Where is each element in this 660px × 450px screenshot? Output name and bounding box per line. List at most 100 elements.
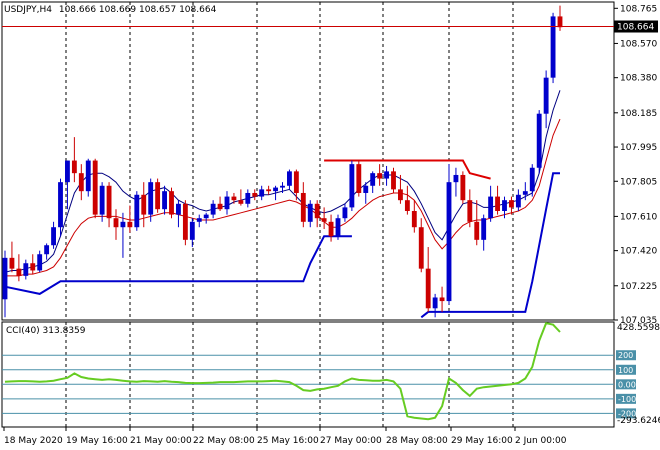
- candle-body: [252, 192, 258, 197]
- x-tick-label: 28 May 08:00: [386, 436, 448, 446]
- candle-body: [446, 182, 452, 302]
- candle-body: [273, 187, 278, 192]
- candle-body: [155, 182, 161, 210]
- candle-body: [176, 203, 181, 215]
- candle-body: [418, 227, 424, 269]
- candle-body: [293, 171, 299, 193]
- candle-body: [321, 218, 327, 222]
- cci-level-tag: [616, 364, 636, 375]
- candle-body: [439, 297, 445, 302]
- ohlc-label: 108.666 108.669 108.657 108.664: [59, 5, 217, 15]
- candle-body: [328, 221, 334, 237]
- candle-body: [2, 257, 8, 300]
- resistance-trailing-line: [324, 159, 491, 180]
- candle-body: [92, 160, 98, 215]
- candle-body: [189, 221, 195, 240]
- candle-body: [141, 194, 147, 215]
- candle-body: [550, 16, 556, 78]
- candle-body: [169, 191, 174, 215]
- cci-level-tag: [616, 350, 636, 361]
- candle-body: [30, 263, 36, 271]
- x-tick-label: 2 Jun 00:00: [515, 436, 567, 446]
- candle-body: [529, 167, 535, 192]
- time-axis: 18 May 2020 19 May 16:00 21 May 00:00 22 Ma…: [3, 427, 567, 446]
- candle-body: [148, 182, 154, 215]
- x-tick-label: 19 May 16:00: [66, 436, 128, 446]
- candle-body: [384, 171, 389, 179]
- candle-body: [460, 174, 466, 201]
- y-tick-label: 108.380: [620, 74, 657, 84]
- red-moving-average: [5, 118, 561, 277]
- candle-body: [474, 221, 480, 240]
- cci-level-tag: [616, 393, 636, 404]
- y-tick-label: 107.610: [620, 212, 657, 222]
- cci-level-label: 100: [618, 366, 633, 375]
- candle-body: [363, 185, 369, 193]
- candle-body: [217, 203, 223, 210]
- candle-body: [467, 200, 473, 222]
- candle-body: [224, 196, 230, 210]
- candle-body: [134, 194, 140, 228]
- candle-body: [259, 189, 265, 197]
- candle-body: [356, 164, 362, 193]
- candle-body: [349, 164, 355, 208]
- cci-level-label: -100: [618, 395, 636, 404]
- candle-body: [515, 194, 521, 208]
- x-tick-label: 25 May 16:00: [257, 436, 319, 446]
- candle-body: [182, 203, 188, 240]
- candle-body: [280, 185, 285, 188]
- cci-level-label: -200: [618, 409, 636, 418]
- candle-body: [404, 200, 410, 211]
- cci-name-label: CCI(40) 313.8359: [6, 326, 86, 336]
- candle-body: [99, 185, 105, 215]
- y-tick-label: 108.185: [620, 109, 657, 119]
- candle-body: [113, 218, 119, 228]
- candle-body: [78, 173, 84, 192]
- candle-body: [106, 185, 112, 219]
- cci-max-label: 428.5598: [617, 323, 660, 333]
- current-price-label: 108.664: [617, 23, 654, 33]
- candle-body: [481, 218, 487, 240]
- cci-line: [4, 322, 561, 421]
- candle-body: [231, 196, 237, 201]
- y-tick-label: 107.035: [620, 316, 657, 326]
- y-tick-label: 108.570: [620, 39, 657, 49]
- candle-body: [557, 16, 563, 28]
- candle-body: [502, 200, 507, 211]
- candle-body: [245, 192, 251, 204]
- candle-body: [266, 189, 272, 192]
- candle-body: [65, 160, 70, 183]
- symbol-label: USDJPY,H4: [4, 5, 52, 15]
- candle-body: [453, 174, 459, 183]
- candle-body: [58, 182, 63, 228]
- candle-body: [51, 227, 56, 246]
- y-tick-label: 107.805: [620, 177, 657, 187]
- y-tick-label: 107.995: [620, 143, 657, 153]
- candle-body: [522, 191, 528, 195]
- candle-body: [398, 189, 403, 201]
- chart-header: USDJPY,H4 108.666 108.669 108.657 108.66…: [4, 5, 217, 15]
- candle-body: [307, 203, 313, 222]
- candle-body: [391, 171, 396, 190]
- candle-body: [300, 192, 306, 222]
- candle-body: [509, 200, 514, 208]
- cci-level-label: 200: [618, 351, 633, 360]
- candle-body: [85, 160, 91, 192]
- y-tick-label: 107.225: [620, 282, 657, 292]
- candle-body: [203, 214, 209, 219]
- candle-body: [543, 77, 549, 114]
- cci-level-tag: [616, 408, 636, 419]
- candle-body: [210, 203, 216, 215]
- x-tick-label: 21 May 00:00: [130, 436, 192, 446]
- support-trailing-line-2: [420, 172, 560, 319]
- cci-panel: 200 100 0.00 -100 -200 428.5598 -293.6246 CCI(4…: [1, 321, 660, 428]
- cci-min-label: -293.6246: [617, 416, 660, 426]
- candle-body: [238, 200, 244, 204]
- y-tick-label: 108.765: [620, 4, 657, 14]
- candle-body: [16, 268, 22, 276]
- candle-body: [9, 257, 15, 269]
- cci-level-label: 0.00: [618, 380, 636, 389]
- candle-body: [335, 218, 341, 237]
- candle-body: [162, 191, 167, 210]
